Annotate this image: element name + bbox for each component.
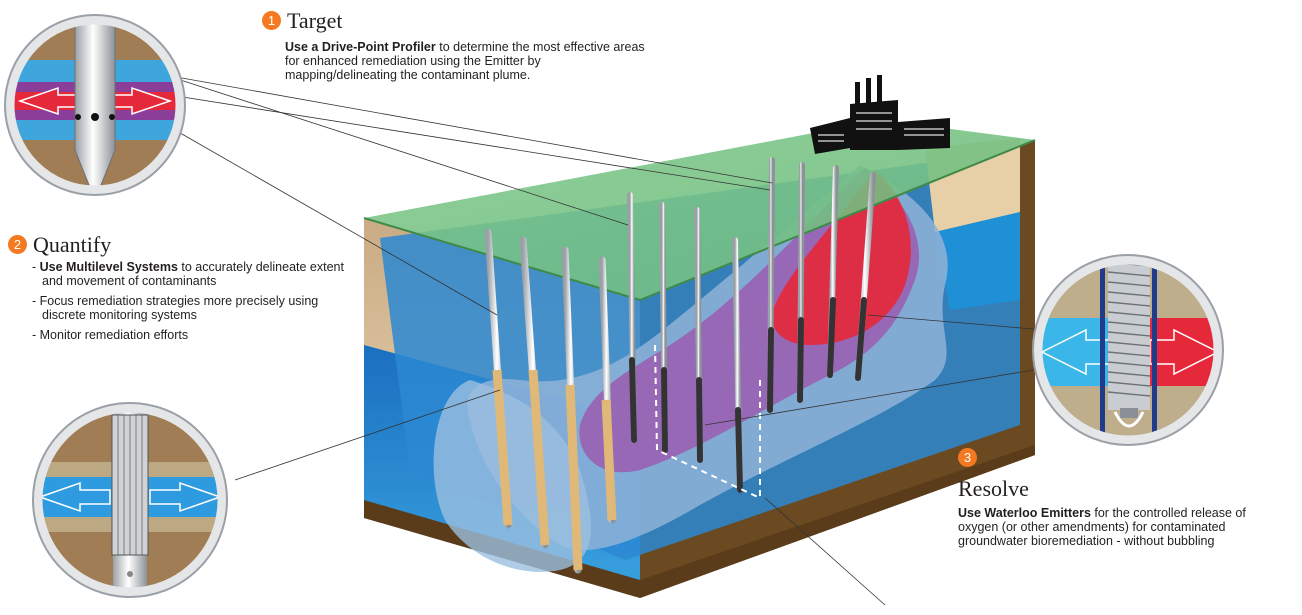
quantify-section: 2 Quantify - Use Multilevel Systems to ac… xyxy=(8,232,368,348)
quantify-heading: 2 Quantify xyxy=(8,232,368,258)
resolve-title: Resolve xyxy=(958,476,1029,501)
quantify-item-lead: Use Multilevel Systems xyxy=(39,260,178,274)
quantify-item: - Monitor remediation efforts xyxy=(32,328,189,342)
back-wall-water xyxy=(935,212,1020,310)
plume-lower xyxy=(433,380,592,572)
emitter-rod xyxy=(694,207,703,463)
target-lead: Use a Drive-Point Profiler xyxy=(285,40,436,54)
quantify-item: - Use Multilevel Systems to accurately d… xyxy=(32,260,344,288)
callout-lines xyxy=(164,74,1046,606)
multilevel-port-detail xyxy=(32,402,228,598)
emitter-rod xyxy=(767,157,775,413)
target-number-badge: 1 xyxy=(262,11,281,30)
emitter-rod xyxy=(797,162,805,403)
resolve-number-row: 3 xyxy=(958,448,1288,470)
resolve-lead: Use Waterloo Emitters xyxy=(958,506,1091,520)
quantify-item-text: to accurately delineate extent and movem… xyxy=(42,260,344,288)
target-section: 1 Target Use a Drive-Point Profiler to de… xyxy=(262,8,662,82)
factory-icon xyxy=(810,75,950,154)
multilevel-rod xyxy=(519,236,550,549)
quantify-item: - Focus remediation strategies more prec… xyxy=(32,294,319,322)
waterloo-emitter-detail xyxy=(1032,254,1224,446)
target-title: Target xyxy=(287,8,343,33)
target-heading: 1 Target xyxy=(262,8,662,34)
emitter-rod xyxy=(855,172,876,381)
target-body: to determine the most effective areas fo… xyxy=(285,40,645,82)
multilevel-rod xyxy=(598,256,617,524)
resolve-section: 3 Resolve Use Waterloo Emitters for the … xyxy=(958,448,1288,548)
emitter-rod xyxy=(659,202,668,453)
quantify-number-badge: 2 xyxy=(8,235,27,254)
quantify-item-text: Focus remediation strategies more precis… xyxy=(39,294,319,322)
quantify-list: - Use Multilevel Systems to accurately d… xyxy=(32,260,352,342)
ground-surface-edge xyxy=(363,139,1036,302)
multilevel-rod xyxy=(484,228,513,529)
resolve-description: Use Waterloo Emitters for the controlled… xyxy=(958,506,1258,548)
cutaway-guide xyxy=(654,344,761,499)
emitter-rod xyxy=(732,237,743,493)
target-description: Use a Drive-Point Profiler to determine … xyxy=(285,40,655,82)
emitter-rods xyxy=(627,157,876,493)
plume-core xyxy=(771,170,911,345)
drive-point-profiler-detail xyxy=(4,14,186,196)
emitter-rod xyxy=(827,165,839,378)
quantify-item-text: Monitor remediation efforts xyxy=(39,328,189,342)
multilevel-rod xyxy=(561,246,583,574)
quantify-title: Quantify xyxy=(33,232,112,257)
resolve-body: for the controlled release of oxygen (or… xyxy=(958,506,1246,548)
multilevel-systems xyxy=(484,228,617,574)
emitter-rod xyxy=(627,192,637,443)
resolve-number-badge: 3 xyxy=(958,448,977,467)
